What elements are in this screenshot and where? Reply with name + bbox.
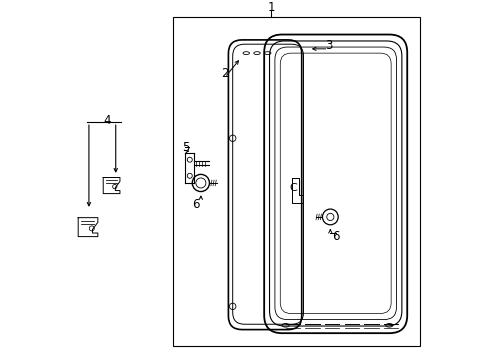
Text: 5: 5 (182, 141, 189, 154)
Text: 6: 6 (331, 230, 339, 243)
Text: 2: 2 (221, 67, 228, 80)
Text: 6: 6 (192, 198, 200, 211)
Text: 1: 1 (267, 1, 275, 14)
Text: 4: 4 (103, 114, 110, 127)
Text: 3: 3 (324, 39, 331, 52)
Bar (173, 17, 419, 346)
Text: C: C (288, 183, 296, 193)
